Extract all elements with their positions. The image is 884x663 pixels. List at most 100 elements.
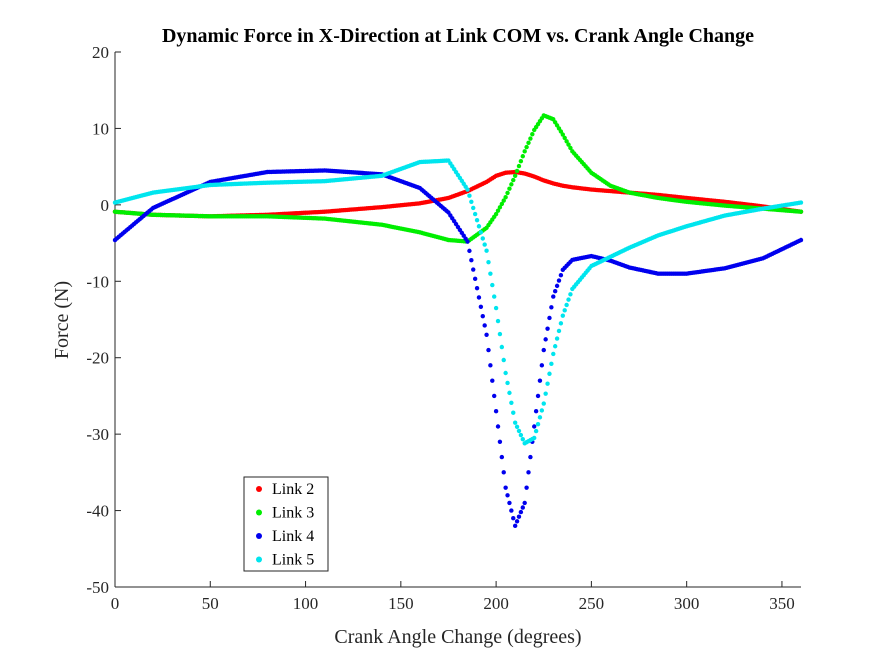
data-point — [526, 470, 531, 475]
data-point — [490, 378, 495, 383]
data-point — [501, 198, 506, 203]
data-point — [493, 409, 499, 414]
x-tick-label: 100 — [293, 594, 319, 613]
data-point — [545, 381, 550, 386]
data-point — [493, 211, 499, 217]
x-tick-label: 50 — [202, 594, 219, 613]
data-point — [537, 378, 543, 383]
y-tick-label: -40 — [86, 502, 109, 521]
data-point — [568, 145, 573, 151]
data-point — [511, 177, 516, 183]
data-point — [492, 294, 497, 299]
data-point — [539, 363, 545, 368]
y-tick-label: 20 — [92, 43, 109, 62]
x-tick-label: 250 — [579, 594, 605, 613]
series-link-5 — [112, 158, 804, 446]
data-point — [512, 420, 518, 425]
data-point — [492, 393, 497, 399]
y-tick-label: -10 — [86, 272, 109, 291]
data-point — [533, 428, 539, 434]
data-point — [482, 323, 487, 328]
data-point — [507, 390, 512, 396]
data-point — [514, 424, 520, 430]
data-point — [558, 321, 564, 326]
data-point — [493, 305, 499, 311]
data-point — [518, 432, 524, 438]
data-point — [512, 173, 518, 179]
chart-title: Dynamic Force in X-Direction at Link COM… — [162, 25, 754, 47]
data-point — [566, 142, 571, 147]
data-point — [551, 351, 556, 357]
data-point — [478, 230, 484, 235]
data-point — [472, 276, 478, 282]
legend-marker — [256, 556, 262, 563]
data-point — [480, 313, 485, 319]
data-point — [514, 519, 520, 524]
data-point — [484, 248, 489, 253]
data-point — [497, 439, 503, 444]
data-point — [528, 136, 533, 141]
data-point — [471, 267, 476, 272]
data-point — [509, 400, 514, 406]
data-point — [499, 344, 505, 350]
legend-label: Link 5 — [272, 552, 314, 569]
data-point — [495, 318, 501, 324]
data-point — [478, 304, 484, 310]
data-point — [505, 493, 510, 498]
data-point — [495, 208, 501, 213]
data-point — [488, 363, 493, 368]
data-point — [518, 509, 524, 515]
data-point — [528, 454, 533, 460]
legend-marker — [256, 486, 262, 492]
data-point — [524, 485, 529, 490]
data-point — [532, 435, 537, 441]
data-point — [514, 168, 520, 174]
data-point — [545, 326, 550, 331]
data-point — [486, 347, 491, 353]
series-layer — [112, 113, 804, 529]
data-point — [554, 336, 560, 341]
data-point — [552, 344, 558, 349]
data-point — [474, 217, 480, 223]
y-tick-label: 0 — [101, 196, 110, 215]
data-point — [547, 371, 552, 376]
data-point — [503, 195, 508, 200]
data-point — [486, 259, 491, 265]
x-tick-label: 200 — [483, 594, 509, 613]
data-point — [484, 332, 489, 337]
data-point — [497, 205, 503, 210]
data-point — [551, 294, 556, 299]
data-point — [798, 209, 804, 214]
data-point — [535, 393, 541, 399]
data-point — [560, 313, 566, 318]
data-point — [503, 370, 508, 376]
legend-marker — [256, 509, 262, 516]
data-point — [507, 500, 512, 506]
data-point — [520, 436, 525, 442]
data-point — [516, 163, 522, 169]
data-point — [499, 454, 505, 460]
x-axis-ticks: 0 50 100 150 200 250 300 350 — [111, 581, 795, 613]
y-tick-label: 10 — [92, 119, 109, 138]
data-point — [511, 410, 516, 415]
data-point — [547, 315, 552, 321]
data-point — [532, 424, 537, 429]
data-point — [543, 337, 548, 342]
plot-area — [114, 52, 801, 588]
data-point — [509, 182, 514, 187]
y-tick-label: -30 — [86, 425, 109, 444]
data-point — [568, 292, 573, 297]
data-point — [495, 424, 501, 429]
data-point — [560, 132, 566, 137]
legend-label: Link 4 — [272, 528, 314, 545]
data-point — [467, 193, 472, 198]
data-point — [558, 272, 564, 278]
legend-box — [243, 476, 329, 572]
data-point — [522, 500, 527, 506]
data-point — [524, 144, 529, 150]
y-tick-label: -50 — [86, 578, 109, 597]
data-point — [490, 282, 495, 288]
data-point — [501, 470, 506, 475]
x-tick-label: 350 — [769, 594, 795, 613]
